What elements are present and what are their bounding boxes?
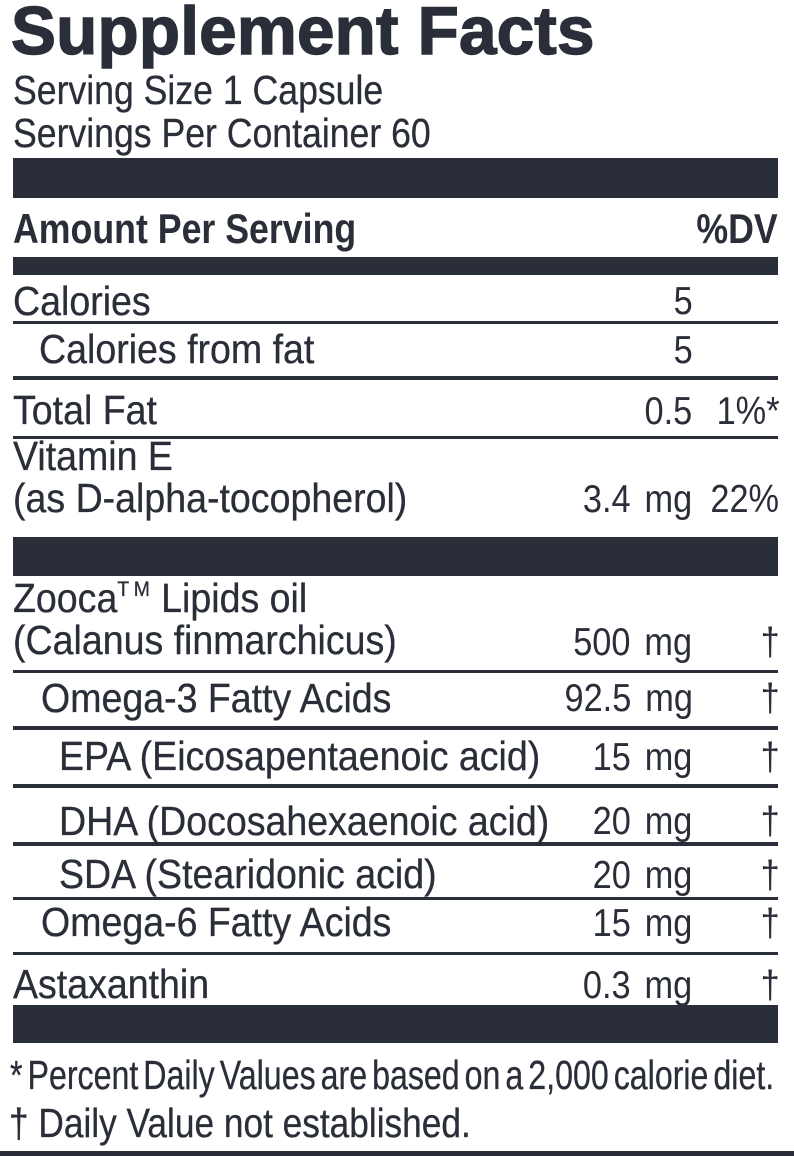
row-label-vitamin-e: Vitamin E (13, 432, 173, 479)
row-dv-epa: † (760, 735, 780, 779)
thick-divider-middle (13, 536, 778, 577)
row-amount-sda: 20 mg (592, 853, 693, 897)
row-amount-calories: 5 (673, 280, 693, 324)
row-dv-vitamin-e: 22% (710, 477, 780, 521)
row-dv-astaxanthin: † (760, 963, 780, 1007)
row-label-zooca-source: (Calanus finmarchicus) (13, 617, 397, 664)
row-label-calories-from-fat: Calories from fat (38, 326, 314, 373)
row-separator (13, 435, 778, 439)
row-label-omega-3: Omega-3 Fatty Acids (41, 674, 392, 721)
label-title: Supplement Facts (10, 0, 595, 69)
row-separator (13, 376, 778, 380)
footnote-daily-value: † Daily Value not established. (9, 1099, 471, 1146)
row-label-dha: DHA (Docosahexaenoic acid) (59, 797, 550, 844)
row-separator (13, 669, 778, 674)
servings-per-container: Servings Per Container 60 (13, 110, 431, 157)
row-amount-calories-from-fat: 5 (673, 328, 693, 372)
row-amount-astaxanthin: 0.3 mg (583, 963, 693, 1007)
brand-name: Zooca (13, 575, 118, 622)
row-label-omega-6: Omega-6 Fatty Acids (41, 899, 392, 945)
amount-per-serving-header: Amount Per Serving (13, 205, 357, 253)
trademark-superscript: TM (117, 578, 155, 602)
label-title-text: Supplement Facts (10, 0, 595, 69)
footnote-percent-dv: * Percent Daily Values are based on a 2,… (10, 1052, 775, 1099)
serving-size: Serving Size 1 Capsule (13, 67, 384, 114)
thick-divider-bottom (13, 1004, 778, 1044)
row-label-astaxanthin: Astaxanthin (13, 961, 210, 1008)
bottom-edge-strip (0, 1151, 794, 1156)
row-amount-omega-3: 92.5 mg (564, 677, 693, 720)
row-amount-vitamin-e: 3.4 mg (583, 477, 693, 521)
row-separator (13, 842, 778, 846)
row-dv-dha: † (760, 800, 780, 844)
row-dv-sda: † (760, 853, 780, 897)
row-separator (13, 784, 778, 788)
row-label-calories: Calories (13, 277, 151, 324)
row-label-total-fat: Total Fat (13, 387, 157, 434)
row-label-zooca-lipids-oil: ZoocaTM Lipids oil (13, 575, 308, 622)
row-amount-omega-6: 15 mg (592, 901, 693, 945)
row-dv-omega-3: † (760, 677, 780, 720)
thick-divider-top (13, 158, 778, 198)
medium-divider-header (13, 257, 778, 276)
row-amount-epa: 15 mg (592, 735, 693, 779)
row-label-epa: EPA (Eicosapentaenoic acid) (59, 733, 541, 780)
percent-dv-header: %DV (696, 205, 778, 253)
row-separator (13, 951, 778, 955)
row-dv-zooca: † (760, 620, 780, 664)
row-dv-omega-6: † (760, 901, 780, 945)
row-amount-zooca: 500 mg (573, 620, 693, 664)
row-separator (13, 726, 778, 730)
row-amount-total-fat: 0.5 (644, 389, 693, 433)
row-amount-dha: 20 mg (592, 800, 693, 844)
row-separator (13, 320, 778, 325)
row-separator (13, 896, 778, 901)
row-dv-total-fat: 1%* (716, 389, 780, 433)
row-label-sda: SDA (Stearidonic acid) (59, 851, 437, 898)
row-label-vitamin-e-source: (as D-alpha-tocopherol) (13, 474, 408, 521)
